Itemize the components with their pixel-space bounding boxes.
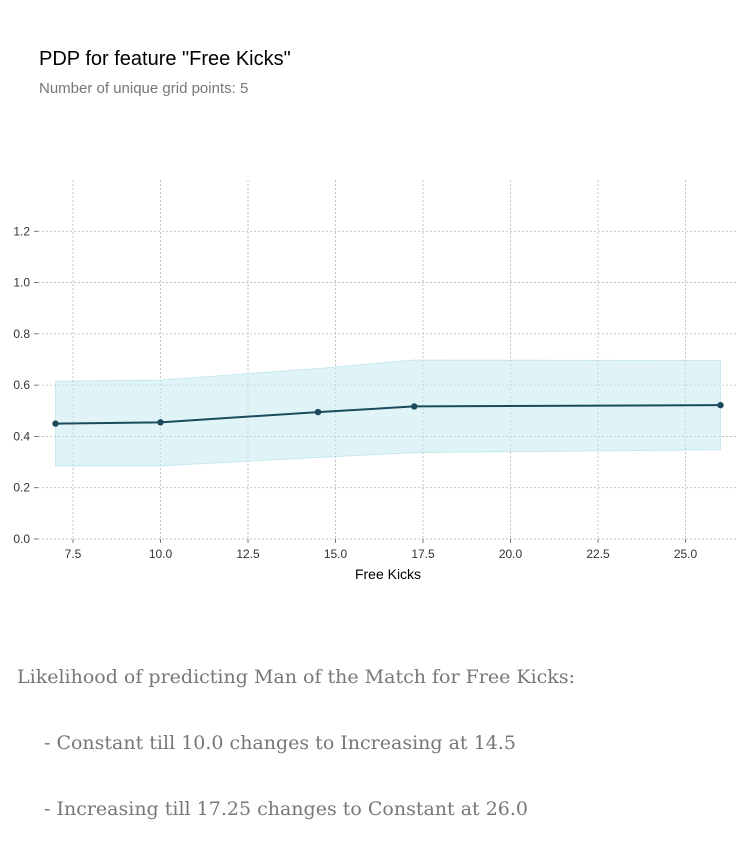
- x-tick-label: 22.5: [586, 547, 610, 561]
- y-tick-label: 0.8: [13, 327, 30, 341]
- chart-subtitle: Number of unique grid points: 5: [39, 80, 249, 97]
- y-tick-label: 0.2: [13, 481, 30, 495]
- x-axis-label: Free Kicks: [355, 566, 421, 582]
- y-tick-label: 0.0: [13, 532, 30, 546]
- chart-title: PDP for feature "Free Kicks": [39, 48, 291, 70]
- pdp-point: [411, 403, 418, 410]
- x-tick-label: 7.5: [65, 547, 82, 561]
- pdp-chart: 0.0 0.2 0.4 0.6 0.8 1.0 1.2 7.5 10.0 12.5 15.0 17.5…: [13, 180, 738, 582]
- pdp-point: [52, 420, 59, 427]
- pdp-point: [717, 401, 724, 409]
- x-tick-label: 15.0: [324, 547, 348, 561]
- pdp-caption: Likelihood of predicting Man of the Matc…: [17, 622, 575, 842]
- x-tick-label: 17.5: [411, 547, 435, 561]
- confidence-band: [55, 359, 721, 467]
- x-tick-label: 20.0: [499, 547, 523, 561]
- caption-line-1: Likelihood of predicting Man of the Matc…: [17, 666, 575, 688]
- x-tick-label: 25.0: [674, 547, 698, 561]
- y-tick-label: 1.2: [13, 224, 30, 238]
- x-tick-label: 10.0: [149, 547, 173, 561]
- x-tick-label: 12.5: [236, 547, 260, 561]
- y-tick-label: 0.6: [13, 378, 30, 392]
- y-tick-label: 1.0: [13, 276, 30, 290]
- pdp-point: [314, 408, 322, 416]
- caption-line-3: - Increasing till 17.25 changes to Const…: [44, 798, 528, 820]
- y-tick-label: 0.4: [13, 429, 30, 443]
- pdp-point: [157, 419, 164, 426]
- caption-line-2: - Constant till 10.0 changes to Increasi…: [44, 732, 516, 754]
